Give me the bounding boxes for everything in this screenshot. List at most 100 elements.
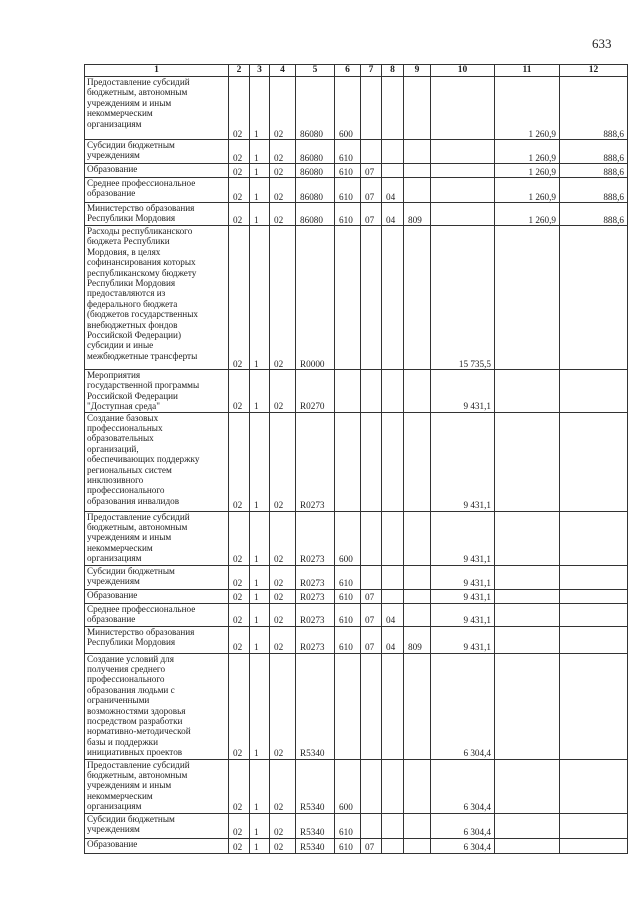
- cell-col-12: [559, 812, 628, 839]
- page-number: 633: [592, 36, 612, 51]
- cell-col-9: 809: [403, 625, 431, 654]
- cell-col-8: [381, 225, 404, 370]
- column-header: 1: [84, 64, 229, 77]
- cell-col-11: [494, 837, 560, 854]
- cell-col-11: [494, 812, 560, 839]
- cell-col-9: [403, 369, 431, 413]
- cell-col-6: 610: [334, 139, 361, 164]
- cell-col-8: 04: [381, 177, 404, 203]
- cell-col-5: R0273: [295, 564, 335, 590]
- row-name: Создание условий для получения среднего …: [84, 652, 229, 760]
- cell-col-5: R5340: [295, 837, 335, 854]
- cell-col-7: [360, 812, 382, 839]
- cell-col-11: [494, 510, 560, 566]
- cell-col-11: [494, 625, 560, 654]
- column-header: 11: [494, 64, 560, 77]
- row-name: Министерство образования Республики Морд…: [84, 202, 229, 226]
- cell-col-7: [360, 411, 382, 512]
- cell-col-7: 07: [360, 202, 382, 226]
- cell-col-11: [494, 411, 560, 512]
- row-name: Расходы республиканского бюджета Республ…: [84, 225, 229, 370]
- cell-col-6: 610: [334, 177, 361, 203]
- cell-col-2: 02: [228, 76, 250, 140]
- cell-col-12: 888,6: [559, 177, 628, 203]
- cell-col-7: [360, 225, 382, 370]
- cell-col-2: 02: [228, 837, 250, 854]
- cell-col-6: 610: [334, 202, 361, 226]
- cell-col-2: 02: [228, 510, 250, 566]
- cell-col-12: [559, 369, 628, 413]
- cell-col-10: 6 304,4: [430, 812, 495, 839]
- cell-col-2: 02: [228, 202, 250, 226]
- table-row: Мероприятия государственной программы Ро…: [84, 369, 628, 413]
- cell-col-5: 86080: [295, 163, 335, 178]
- cell-col-2: 02: [228, 411, 250, 512]
- cell-col-12: [559, 625, 628, 654]
- cell-col-11: [494, 369, 560, 413]
- cell-col-3: 1: [249, 625, 270, 654]
- cell-col-11: 1 260,9: [494, 177, 560, 203]
- cell-col-9: [403, 588, 431, 604]
- cell-col-2: 02: [228, 564, 250, 590]
- column-header: 5: [295, 64, 335, 77]
- table-row: Предоставление субсидий бюджетным, автон…: [84, 510, 628, 566]
- cell-col-7: 07: [360, 588, 382, 604]
- table-row: Создание условий для получения среднего …: [84, 652, 628, 760]
- column-header: 4: [269, 64, 296, 77]
- cell-col-2: 02: [228, 588, 250, 604]
- table-row: Министерство образования Республики Морд…: [84, 202, 628, 226]
- cell-col-5: R5340: [295, 758, 335, 814]
- cell-col-6: 610: [334, 588, 361, 604]
- cell-col-6: 600: [334, 76, 361, 140]
- table-row: Субсидии бюджетным учреждениям 02 1 02 R5340…: [84, 812, 628, 839]
- cell-col-5: R5340: [295, 652, 335, 760]
- cell-col-2: 02: [228, 369, 250, 413]
- cell-col-5: 86080: [295, 177, 335, 203]
- cell-col-6: 610: [334, 602, 361, 627]
- cell-col-9: [403, 837, 431, 854]
- table-row: Расходы республиканского бюджета Республ…: [84, 225, 628, 370]
- budget-table: 1 2 3 4 5 6 7 8 9 10 11 12 Предоставление субсидий …: [84, 64, 628, 854]
- cell-col-3: 1: [249, 652, 270, 760]
- row-name: Предоставление субсидий бюджетным, автон…: [84, 76, 229, 140]
- cell-col-9: [403, 76, 431, 140]
- cell-col-7: 07: [360, 837, 382, 854]
- cell-col-3: 1: [249, 76, 270, 140]
- cell-col-5: R0273: [295, 411, 335, 512]
- cell-col-11: [494, 652, 560, 760]
- cell-col-3: 1: [249, 837, 270, 854]
- cell-col-4: 02: [269, 510, 296, 566]
- cell-col-7: 07: [360, 177, 382, 203]
- cell-col-12: 888,6: [559, 163, 628, 178]
- cell-col-11: 1 260,9: [494, 139, 560, 164]
- cell-col-12: [559, 758, 628, 814]
- cell-col-4: 02: [269, 177, 296, 203]
- table-row: Субсидии бюджетным учреждениям 02 1 02 86080…: [84, 139, 628, 164]
- cell-col-10: 9 431,1: [430, 588, 495, 604]
- cell-col-10: [430, 139, 495, 164]
- cell-col-12: [559, 602, 628, 627]
- cell-col-9: [403, 812, 431, 839]
- cell-col-10: 9 431,1: [430, 625, 495, 654]
- cell-col-11: 1 260,9: [494, 163, 560, 178]
- cell-col-8: [381, 758, 404, 814]
- cell-col-3: 1: [249, 163, 270, 178]
- cell-col-6: [334, 411, 361, 512]
- cell-col-8: 04: [381, 625, 404, 654]
- cell-col-9: [403, 652, 431, 760]
- cell-col-2: 02: [228, 139, 250, 164]
- cell-col-12: [559, 588, 628, 604]
- row-name: Субсидии бюджетным учреждениям: [84, 139, 229, 164]
- cell-col-9: [403, 139, 431, 164]
- table-row: Предоставление субсидий бюджетным, автон…: [84, 76, 628, 140]
- column-header: 6: [334, 64, 361, 77]
- row-name: Образование: [84, 163, 229, 178]
- cell-col-10: 9 431,1: [430, 510, 495, 566]
- cell-col-7: [360, 76, 382, 140]
- row-name: Субсидии бюджетным учреждениям: [84, 812, 229, 839]
- cell-col-10: [430, 76, 495, 140]
- cell-col-8: [381, 812, 404, 839]
- cell-col-3: 1: [249, 758, 270, 814]
- cell-col-9: 809: [403, 202, 431, 226]
- cell-col-7: 07: [360, 625, 382, 654]
